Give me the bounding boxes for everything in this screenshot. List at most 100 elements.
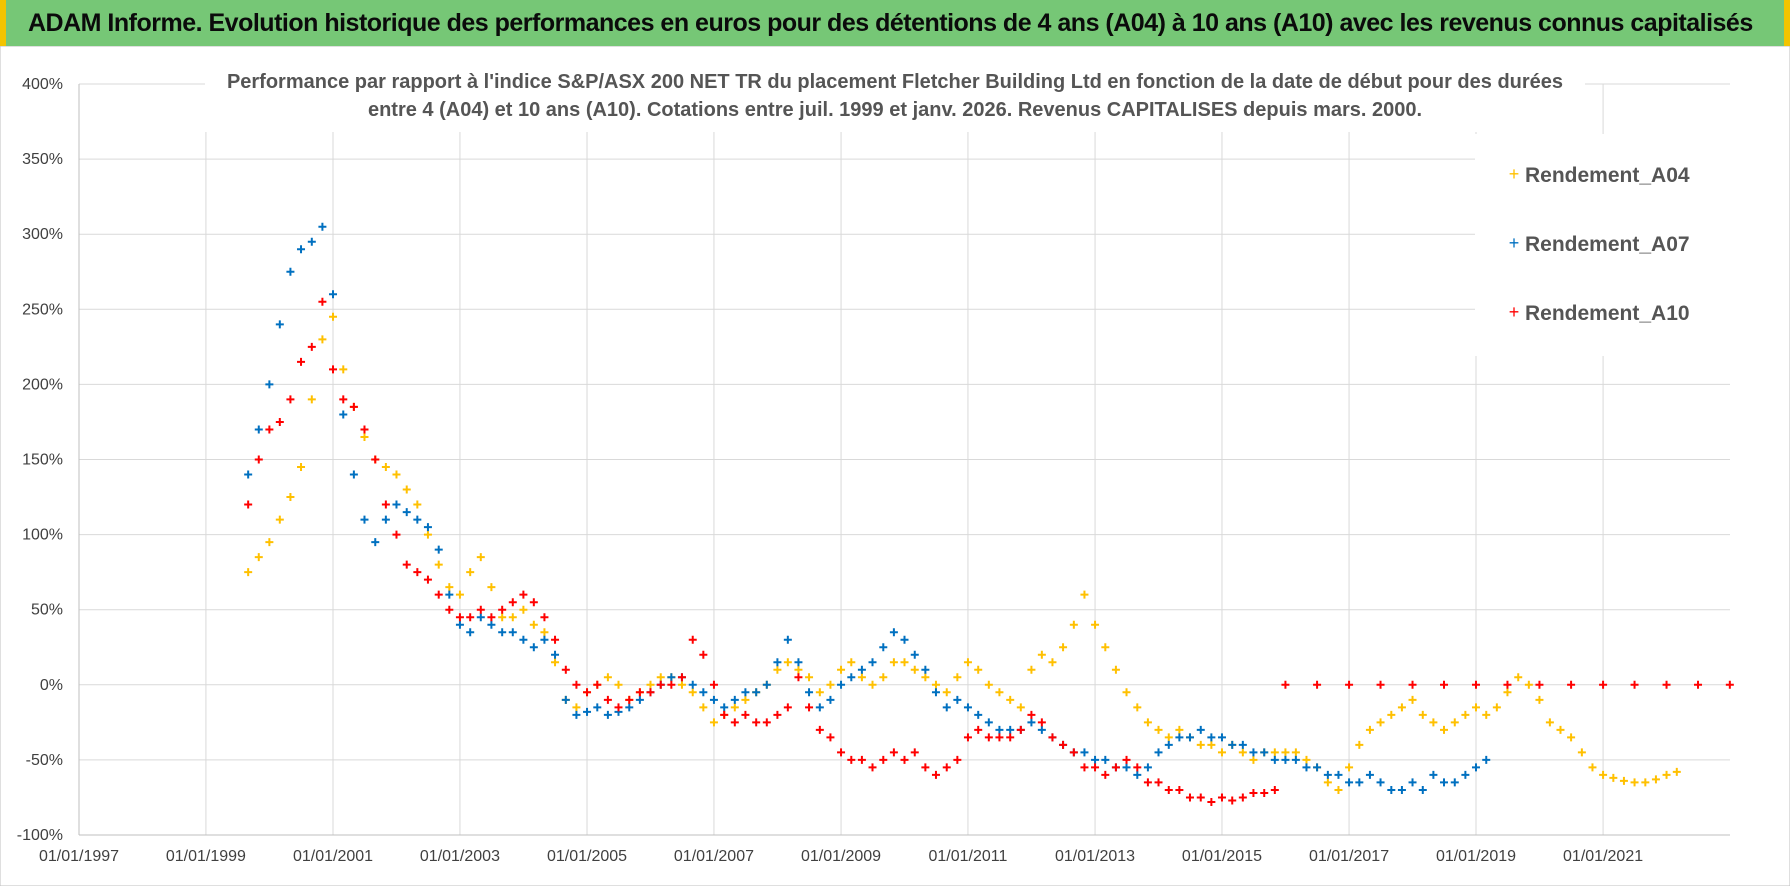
data-point [910,650,919,659]
data-point [1196,740,1205,749]
data-point [455,613,464,622]
data-point [381,463,390,472]
data-point [984,680,993,689]
data-point [868,658,877,667]
data-point [339,395,348,404]
x-tick-label: 01/01/1997 [39,848,119,865]
data-point [329,365,338,374]
data-point [1355,740,1364,749]
data-point [646,688,655,697]
data-point [551,658,560,667]
legend: + Rendement_A04 + Rendement_A07 + Rendem… [1475,134,1730,356]
data-point [953,673,962,682]
x-tick-label: 01/01/2005 [547,848,627,865]
data-point [1091,755,1100,764]
data-point [519,635,528,644]
legend-label-a10: Rendement_A10 [1525,302,1690,325]
data-point [529,620,538,629]
data-point [889,748,898,757]
data-point [1207,797,1216,806]
data-point [381,515,390,524]
data-point [487,583,496,592]
y-tick-label: -50% [26,752,63,769]
data-point [413,500,422,509]
data-point [1249,788,1258,797]
data-point [1387,785,1396,794]
data-point [434,545,443,554]
chart-title-line-1: Performance par rapport à l'indice S&P/A… [227,71,1563,93]
x-tick-label: 01/01/2009 [801,848,881,865]
data-point [677,680,686,689]
data-point [910,665,919,674]
data-point [1111,763,1120,772]
data-point [498,613,507,622]
data-point [1207,740,1216,749]
data-point [487,620,496,629]
data-point [762,680,771,689]
data-point [360,432,369,441]
data-point [1376,778,1385,787]
data-point [1217,748,1226,757]
data-point [1133,703,1142,712]
data-point [1334,785,1343,794]
data-point [1281,680,1290,689]
data-point [498,628,507,637]
data-point [1080,748,1089,757]
data-point [455,620,464,629]
data-point [275,320,284,329]
data-point [572,680,581,689]
data-point [1492,703,1501,712]
data-point [730,703,739,712]
data-point [1471,763,1480,772]
data-point [1122,688,1131,697]
data-point [1503,688,1512,697]
y-tick-label: 250% [22,301,63,318]
data-point [1175,725,1184,734]
data-point [921,665,930,674]
data-point [910,748,919,757]
data-point [1143,763,1152,772]
data-point [635,688,644,697]
data-point [1016,725,1025,734]
data-point [329,290,338,299]
data-point [392,500,401,509]
data-point [445,583,454,592]
data-point [1313,763,1322,772]
data-point [1619,776,1628,785]
points-layer [244,222,1734,806]
data-point [561,695,570,704]
data-point [826,680,835,689]
data-point [1101,755,1110,764]
data-point [1091,620,1100,629]
data-point [1461,710,1470,719]
data-point [307,395,316,404]
data-point [1133,763,1142,772]
data-point [826,733,835,742]
data-point [868,763,877,772]
data-point [1599,770,1608,779]
y-tick-label: 350% [22,151,63,168]
data-point [1270,785,1279,794]
data-point [1016,703,1025,712]
data-point [931,688,940,697]
data-point [953,755,962,764]
banner-title: ADAM Informe. Evolution historique des p… [28,8,1753,37]
data-point [720,703,729,712]
data-point [297,357,306,366]
data-point [297,463,306,472]
data-point [889,658,898,667]
data-point [656,673,665,682]
data-point [286,395,295,404]
y-tick-label: 150% [22,452,63,469]
legend-marker-a07: + [1509,233,1520,253]
x-tick-label: 01/01/2021 [1563,848,1643,865]
data-point [254,425,263,434]
data-point [1006,725,1015,734]
data-point [275,417,284,426]
data-point [783,635,792,644]
data-point [1006,695,1015,704]
y-tick-label: 50% [31,602,63,619]
data-point [1345,680,1354,689]
data-point [857,665,866,674]
data-point [392,470,401,479]
